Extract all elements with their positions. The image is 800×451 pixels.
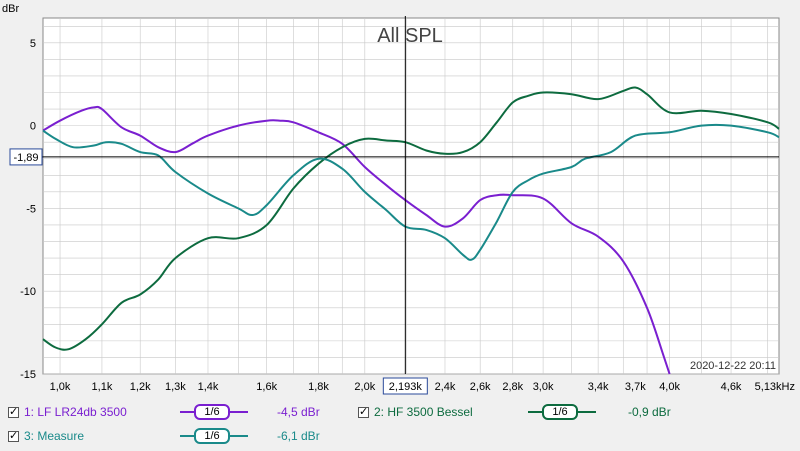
timestamp: 2020-12-22 20:11: [690, 360, 776, 372]
checkbox-hf[interactable]: [358, 405, 369, 418]
x-tick-label: 2,0k: [354, 381, 375, 393]
y-tick-label: 5: [30, 38, 36, 50]
x-tick-label: 5,13kHz: [755, 381, 795, 393]
smoothing-lf[interactable]: 1/6: [180, 404, 248, 420]
cursor-x-label: 2,193k: [389, 381, 423, 393]
series-line-2: [42, 86, 780, 351]
smoothing-label-lf: 1/6: [204, 406, 220, 418]
x-tick-label: 3,4k: [588, 381, 609, 393]
value-measure: -6,1 dBr: [277, 429, 320, 443]
plot-area: [42, 17, 780, 375]
series-line-1: [42, 105, 671, 375]
value-lf: -4,5 dBr: [277, 405, 320, 419]
checkbox-measure[interactable]: [8, 429, 19, 442]
smoothing-hf[interactable]: 1/6: [528, 404, 596, 420]
x-tick-label: 3,0k: [533, 381, 554, 393]
x-tick-label: 1,1k: [92, 381, 113, 393]
cursor-x-box: [382, 377, 428, 395]
x-tick-label: 1,0k: [50, 381, 71, 393]
x-tick-label: 1,8k: [308, 381, 329, 393]
legend-item-measure[interactable]: 3: Measure: [8, 426, 84, 446]
legend-label-lf: 1: LF LR24db 3500: [24, 405, 127, 419]
axis-ticks: 5 0 -5 -10 -15 1,0k 1,1k 1,2k 1,3k 1,4k 1,6k 1,8k 2,…: [20, 38, 795, 393]
x-tick-label: 2,8k: [502, 381, 523, 393]
legend-label-measure: 3: Measure: [24, 429, 85, 443]
legend-label-hf: 2: HF 3500 Bessel: [374, 405, 473, 419]
x-tick-label: 4,6k: [721, 381, 742, 393]
cursor-y-box: [9, 148, 43, 166]
grid-lines: [43, 18, 779, 375]
spl-chart[interactable]: -1,89 2,193k 5 0 -5 -10 -15 1,0k 1,1k 1,2k 1,3k 1,…: [0, 0, 800, 396]
x-tick-label: 3,7k: [625, 381, 646, 393]
smoothing-label-hf: 1/6: [552, 406, 568, 418]
legend: 1: LF LR24db 3500 1/6 -4,5 dBr 2: HF 350…: [0, 396, 800, 451]
y-tick-label: -10: [20, 286, 36, 298]
x-tick-label: 1,2k: [130, 381, 151, 393]
x-tick-label: 1,6k: [256, 381, 277, 393]
x-tick-label: 4,0k: [659, 381, 680, 393]
x-tick-label: 2,4k: [435, 381, 456, 393]
value-hf: -0,9 dBr: [628, 405, 671, 419]
smoothing-label-measure: 1/6: [204, 430, 220, 442]
y-tick-label: -15: [20, 369, 36, 381]
x-tick-label: 2,6k: [470, 381, 491, 393]
checkbox-lf[interactable]: [8, 405, 19, 418]
y-tick-label: -5: [26, 203, 36, 215]
cursor-y-label: -1,89: [13, 152, 38, 164]
smoothing-measure[interactable]: 1/6: [180, 428, 248, 444]
cursor-crosshair[interactable]: -1,89 2,193k: [9, 16, 779, 395]
x-tick-label: 1,3k: [165, 381, 186, 393]
legend-item-lf[interactable]: 1: LF LR24db 3500: [8, 402, 127, 422]
y-axis-label: dBr: [2, 3, 19, 15]
y-tick-label: 0: [30, 121, 36, 133]
x-tick-label: 1,4k: [198, 381, 219, 393]
legend-item-hf[interactable]: 2: HF 3500 Bessel: [358, 402, 473, 422]
chart-title: All SPL: [377, 25, 443, 47]
